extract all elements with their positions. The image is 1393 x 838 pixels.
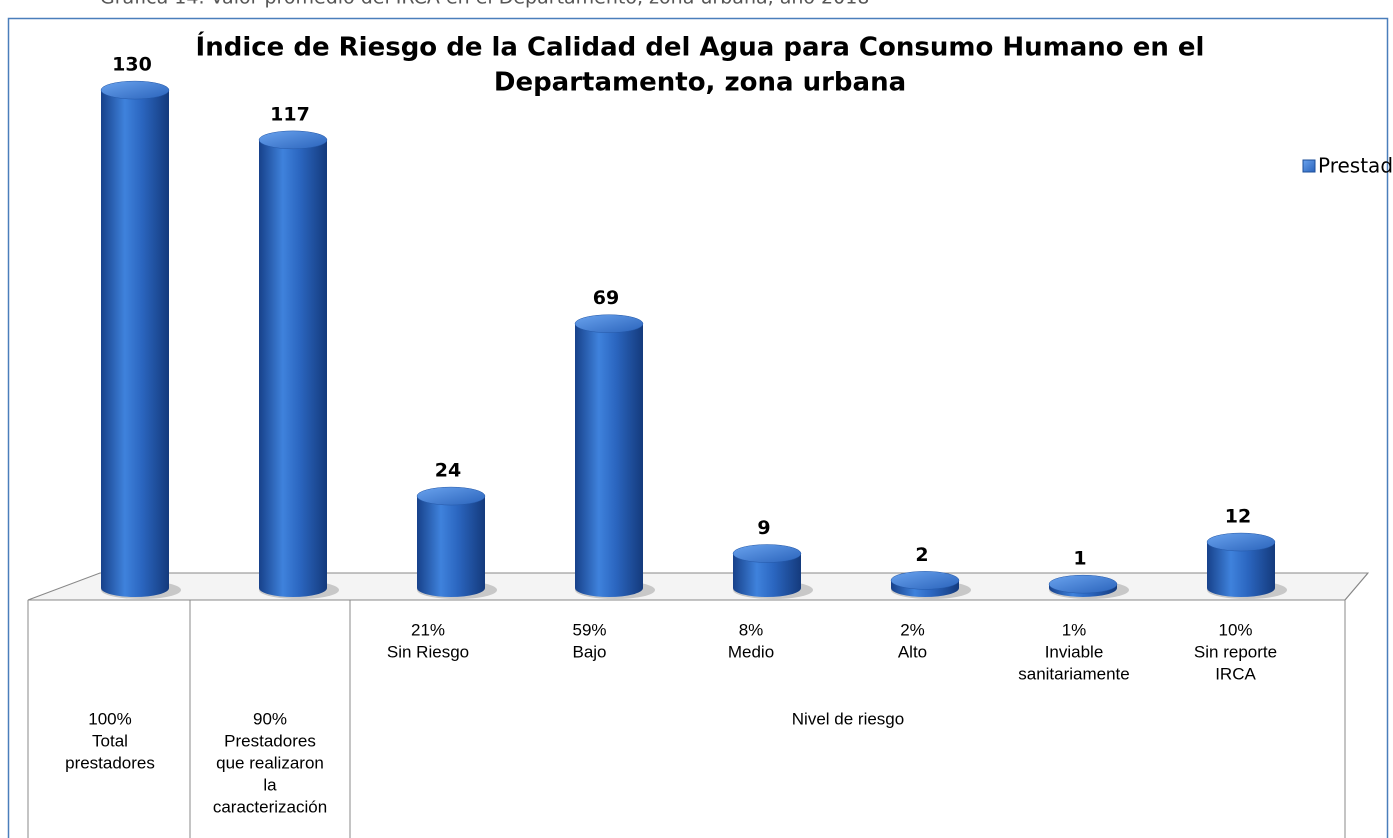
x-tick-label: Total	[92, 731, 128, 750]
x-tick-label: prestadores	[65, 753, 155, 772]
legend: Prestadores	[1302, 154, 1393, 178]
bar	[575, 323, 643, 597]
bar-top	[732, 544, 802, 563]
data-label: 12	[1225, 506, 1251, 528]
bar-top	[1206, 532, 1276, 552]
bar-top	[1048, 574, 1118, 594]
x-tick-label: que realizaron	[216, 753, 324, 772]
bar-top	[416, 486, 486, 506]
x-tick-label: 90%	[253, 709, 287, 728]
chart-title: Departamento, zona urbana	[494, 68, 906, 98]
bar-top	[574, 314, 644, 333]
data-label: 130	[112, 54, 152, 76]
x-tick-label: 1%	[1062, 620, 1087, 639]
floor	[27, 572, 1370, 601]
bar	[733, 553, 801, 597]
bar	[417, 496, 485, 597]
x-tick-label: IRCA	[1215, 664, 1256, 683]
data-label: 9	[757, 517, 770, 539]
x-tick-label: 10%	[1218, 620, 1252, 639]
caption: Gráfica 14. Valor promedio del IRCA en e…	[100, 0, 869, 9]
x-tick-label: la	[263, 775, 277, 794]
group-label: Nivel de riesgo	[792, 709, 904, 728]
x-tick-label: caracterización	[213, 797, 327, 816]
data-label: 117	[270, 103, 310, 125]
legend-label: Prestadores	[1318, 154, 1393, 178]
data-label: 2	[915, 544, 928, 566]
table-lines	[27, 572, 1369, 838]
x-tick-label: Sin Riesgo	[387, 642, 469, 661]
x-tick-label: Sin reporte	[1194, 642, 1277, 661]
x-tick-label: Bajo	[572, 642, 606, 661]
bar	[259, 139, 327, 597]
frame	[7, 17, 1389, 838]
data-label: 1	[1073, 548, 1086, 570]
bar	[101, 90, 169, 597]
x-tick-label: 2%	[900, 620, 925, 639]
x-tick-label: 59%	[572, 620, 606, 639]
x-tick-label: 100%	[88, 709, 131, 728]
data-label: 24	[435, 460, 461, 482]
chart-title: Índice de Riesgo de la Calidad del Agua …	[196, 31, 1205, 63]
x-tick-label: Medio	[728, 642, 774, 661]
bar-top	[890, 571, 960, 590]
bar	[1207, 542, 1275, 597]
x-tick-label: 8%	[739, 620, 764, 639]
bar-top	[258, 130, 328, 150]
x-tick-label: Alto	[898, 642, 927, 661]
x-tick-label: Inviable	[1045, 642, 1104, 661]
legend-swatch	[1302, 159, 1316, 173]
bar-top	[100, 80, 170, 100]
x-tick-label: Prestadores	[224, 731, 316, 750]
x-tick-label: 21%	[411, 620, 445, 639]
data-label: 69	[593, 287, 619, 309]
x-tick-label: sanitariamente	[1018, 664, 1130, 683]
